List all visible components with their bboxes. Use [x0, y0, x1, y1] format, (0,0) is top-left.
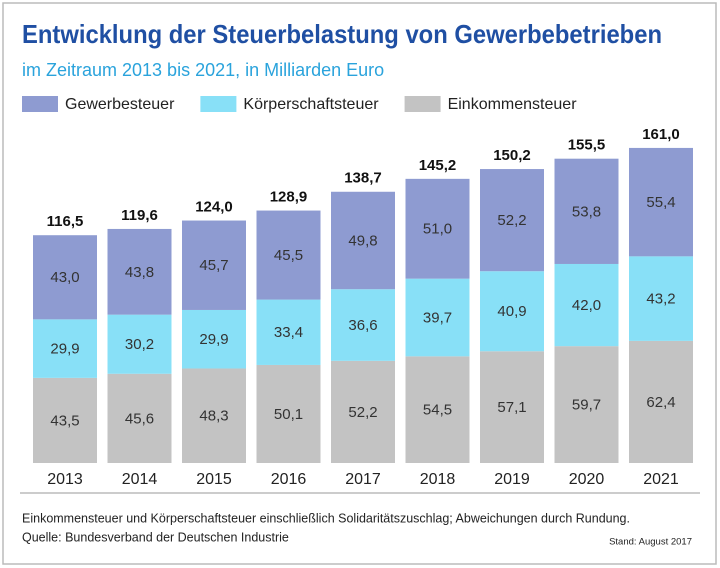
bar-segment [182, 220, 246, 310]
value-label: 36,6 [348, 317, 377, 334]
total-label: 138,7 [344, 170, 382, 187]
value-label: 50,1 [274, 406, 303, 423]
stand: Stand: August 2017 [609, 537, 692, 548]
bar-segment [405, 278, 470, 357]
value-label: 57,1 [497, 399, 526, 416]
value-label: 40,9 [497, 303, 526, 320]
x-tick-label: 2018 [420, 471, 456, 488]
x-tick-label: 2016 [271, 471, 307, 488]
value-label: 53,8 [572, 203, 601, 220]
value-label: 43,8 [125, 264, 154, 281]
x-tick-label: 2015 [196, 471, 232, 488]
bar-segment [480, 351, 544, 463]
total-label: 155,5 [568, 137, 606, 154]
legend-label: Körperschaftsteuer [243, 96, 379, 113]
bar-segment [554, 263, 619, 347]
x-tick-label: 2019 [494, 471, 530, 488]
value-label: 54,5 [423, 402, 452, 419]
legend-swatch [200, 96, 237, 112]
legend-label: Gewerbesteuer [65, 96, 175, 113]
value-label: 55,4 [646, 194, 675, 211]
bar-segment [629, 256, 693, 341]
value-label: 52,2 [348, 404, 377, 421]
value-label: 62,4 [646, 394, 675, 411]
total-label: 128,9 [270, 189, 308, 206]
bar-segment [331, 289, 395, 361]
bar-segment [331, 191, 395, 290]
bar-segment [33, 319, 97, 378]
total-label: 116,5 [47, 213, 84, 230]
value-label: 30,2 [125, 336, 154, 353]
total-label: 161,0 [642, 126, 680, 143]
x-tick-label: 2021 [643, 471, 679, 488]
bar-segment [107, 228, 172, 315]
total-label: 145,2 [419, 157, 457, 174]
bar-segment [182, 368, 246, 463]
value-label: 43,5 [50, 412, 79, 429]
value-label: 52,2 [497, 212, 526, 229]
value-label: 33,4 [274, 324, 303, 341]
legend-swatch [22, 96, 58, 112]
bar-segment [480, 271, 544, 352]
bar-segment [107, 373, 172, 463]
value-label: 49,8 [348, 232, 377, 249]
bar-segment [629, 147, 693, 257]
x-tick-label: 2017 [345, 471, 381, 488]
value-label: 29,9 [199, 331, 228, 348]
x-tick-label: 2020 [569, 471, 605, 488]
value-label: 45,5 [274, 247, 303, 264]
bar-segment [405, 178, 470, 279]
bar-segment [331, 360, 395, 463]
value-label: 43,0 [50, 269, 79, 286]
total-label: 150,2 [493, 147, 531, 164]
chart-title: Entwicklung der Steuerbelastung von Gewe… [22, 19, 662, 49]
total-label: 124,0 [195, 198, 233, 215]
bar-segment [107, 314, 172, 374]
legend-swatch [404, 96, 441, 112]
x-tick-label: 2014 [122, 471, 158, 488]
source: Quelle: Bundesverband der Deutschen Indu… [22, 530, 289, 544]
bar-segment [256, 299, 321, 365]
bar-segment [256, 364, 321, 463]
note: Einkommensteuer und Körperschaftsteuer e… [22, 511, 630, 525]
bar-segment [629, 340, 693, 463]
value-label: 39,7 [423, 309, 452, 326]
value-label: 29,9 [50, 341, 79, 358]
legend-label: Einkommensteuer [448, 96, 578, 113]
value-label: 48,3 [199, 408, 228, 425]
bar-segment [554, 158, 619, 264]
value-label: 59,7 [572, 397, 601, 414]
bar-segment [554, 346, 619, 463]
value-label: 45,6 [125, 410, 154, 427]
bar-segment [256, 210, 321, 300]
value-label: 43,2 [646, 291, 675, 308]
bar-segment [182, 309, 246, 369]
bar-segment [33, 377, 97, 463]
total-label: 119,6 [121, 207, 158, 224]
value-label: 51,0 [423, 221, 452, 238]
bar-segment [480, 169, 544, 272]
bar-segment [33, 235, 97, 320]
x-tick-label: 2013 [47, 471, 83, 488]
value-label: 42,0 [572, 297, 601, 314]
value-label: 45,7 [199, 257, 228, 274]
bar-segment [405, 356, 470, 463]
chart-subtitle: im Zeitraum 2013 bis 2021, in Milliarden… [22, 60, 384, 80]
